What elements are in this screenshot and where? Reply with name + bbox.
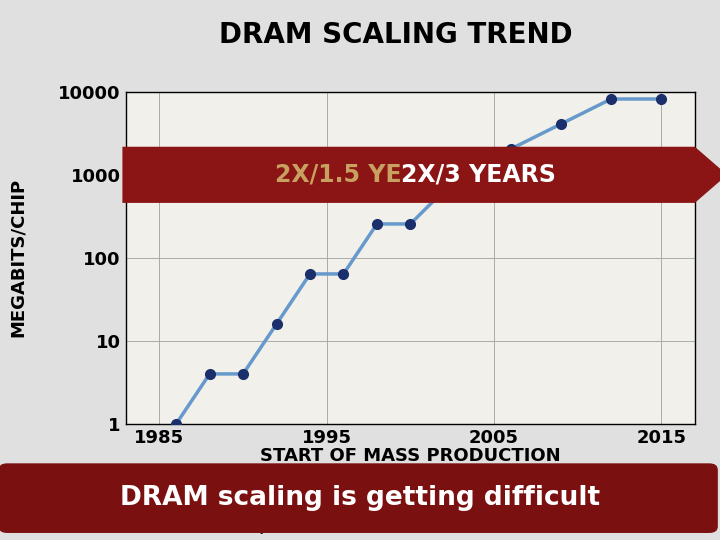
- Text: MEGABITS/CHIP: MEGABITS/CHIP: [9, 178, 27, 338]
- Text: 22: 22: [677, 521, 691, 534]
- Text: 2X/3 YEARS: 2X/3 YEARS: [402, 163, 557, 187]
- Text: START OF MASS PRODUCTION: START OF MASS PRODUCTION: [260, 447, 561, 465]
- Text: Source: Flash Memory Summit 2013, Memcon 2014: Source: Flash Memory Summit 2013, Memcon…: [135, 521, 441, 534]
- Text: 2X/1.5 YE: 2X/1.5 YE: [275, 163, 402, 187]
- Text: DRAM scaling is getting difficult: DRAM scaling is getting difficult: [120, 485, 600, 511]
- Text: DRAM SCALING TREND: DRAM SCALING TREND: [219, 21, 573, 49]
